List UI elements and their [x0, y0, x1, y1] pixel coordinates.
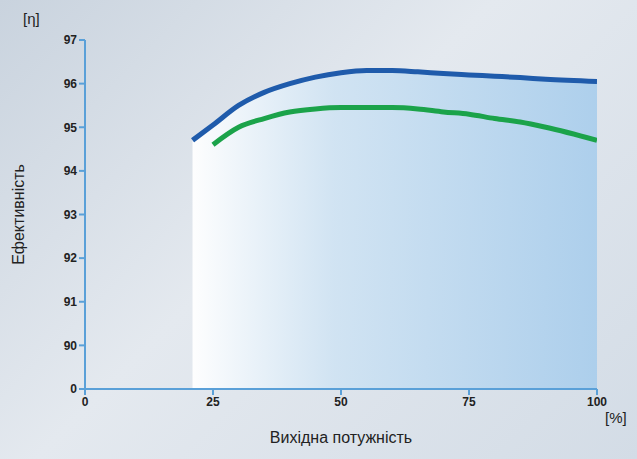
svg-text:95: 95 [64, 121, 78, 135]
svg-text:0: 0 [70, 382, 77, 396]
svg-text:92: 92 [64, 251, 78, 265]
svg-text:100: 100 [587, 395, 607, 409]
svg-text:Вихідна потужність: Вихідна потужність [270, 429, 412, 446]
svg-text:0: 0 [82, 395, 89, 409]
svg-text:96: 96 [64, 77, 78, 91]
svg-text:93: 93 [64, 208, 78, 222]
svg-text:94: 94 [64, 164, 78, 178]
svg-text:75: 75 [462, 395, 476, 409]
svg-text:90: 90 [64, 339, 78, 353]
svg-text:Ефективність: Ефективність [10, 164, 27, 265]
svg-text:91: 91 [64, 295, 78, 309]
svg-text:50: 50 [334, 395, 348, 409]
svg-text:97: 97 [64, 33, 78, 47]
svg-text:25: 25 [206, 395, 220, 409]
html-text:[η]: [η] [23, 10, 40, 27]
